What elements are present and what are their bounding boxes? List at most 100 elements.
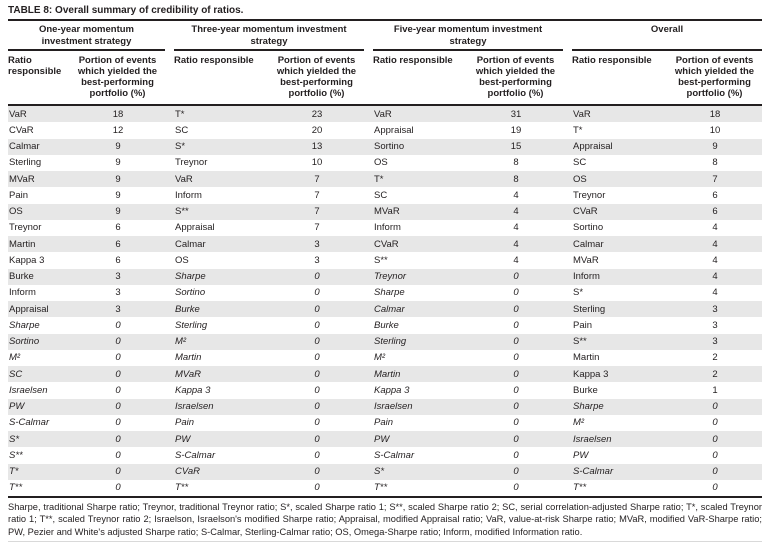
row-group-cell: Burke 0 [174,304,364,315]
row-group-cell: S** 0 [8,450,165,461]
ratio-name: VaR [374,108,392,120]
ratio-name: CVaR [573,206,598,218]
ratio-name: Calmar [374,303,405,315]
portion-value: 0 [115,368,121,380]
row-group-cell: CVaR 12 [8,125,165,136]
table-row: Treynor 6 Appraisal 7 Inform 4 Sortino 4 [8,220,762,236]
portion-value: 0 [513,352,519,364]
portion-value: 9 [115,173,121,185]
portion-value: 3 [712,303,718,315]
portion-column-header: Portion of events which yielded the best… [475,55,556,99]
ratio-name: T** [573,482,587,494]
portion-value: 3 [314,254,320,266]
table-row: Sortino 0 M² 0 Sterling 0 S** 3 [8,333,762,350]
row-group-cell: Martin 6 [8,239,165,250]
ratio-name: Sortino [374,141,405,153]
portion-value: 8 [513,157,519,169]
ratio-name: VaR [573,108,591,120]
ratio-name: T** [374,482,388,494]
row-group-cell: Israelsen 0 [373,401,563,412]
portion-value: 0 [314,319,320,331]
portion-value: 0 [513,319,519,331]
row-group-cell: OS 3 [174,255,364,266]
ratio-name: CVaR [374,238,399,250]
row-group-cell: M² 0 [373,352,563,363]
ratio-name: Sharpe [175,271,206,283]
ratio-name: Pain [573,319,593,331]
ratio-name: S* [374,466,385,478]
portion-value: 0 [314,401,320,413]
portion-value: 10 [709,124,721,136]
ratio-name: Appraisal [573,141,613,153]
row-group-cell: S* 13 [174,141,364,152]
row-group-cell: Calmar 0 [373,304,563,315]
portion-value: 0 [115,466,121,478]
ratio-name: T* [9,466,19,478]
row-group-cell: Inform 4 [373,222,563,233]
portion-value: 0 [712,417,718,429]
portion-value: 0 [513,433,519,445]
row-group-cell: Sharpe 0 [572,401,762,412]
row-group-cell: Martin 2 [572,352,762,363]
portion-value: 0 [712,433,718,445]
ratio-name: S* [573,287,584,299]
ratio-name: Kappa 3 [9,254,45,266]
ratio-name: Treynor [374,271,407,283]
row-group-cell: Sterling 0 [174,320,364,331]
ratio-name: VaR [9,108,27,120]
ratio-name: Martin [9,238,36,250]
table-row: Sterling 9 Treynor 10 OS 8 SC 8 [8,155,762,171]
row-group-cell: T** 0 [572,482,762,493]
portion-value: 3 [115,287,121,299]
portion-value: 20 [311,124,323,136]
portion-value: 6 [712,189,718,201]
portion-value: 0 [314,368,320,380]
portion-value: 8 [712,157,718,169]
row-group-cell: Israelsen 0 [572,434,762,445]
row-group-cell: M² 0 [8,352,165,363]
row-group-cell: Sharpe 0 [8,320,165,331]
ratio-name: Treynor [175,157,208,169]
ratio-name: T** [9,482,23,494]
ratio-name: Martin [573,352,600,364]
row-group-cell: Inform 7 [174,190,364,201]
row-group-cell: Kappa 3 6 [8,255,165,266]
portion-value: 18 [112,108,124,120]
row-group-cell: S* 0 [8,434,165,445]
portion-value: 0 [115,319,121,331]
ratio-name: SC [9,368,23,380]
ratio-name: CVaR [175,466,200,478]
ratio-name: Kappa 3 [573,368,609,380]
row-group-cell: PW 0 [174,434,364,445]
row-group-cell: CVaR 0 [174,466,364,477]
portion-value: 9 [115,141,121,153]
row-group-cell: S-Calmar 0 [373,450,563,461]
table-row: PW 0 Israelsen 0 Israelsen 0 Sharpe 0 [8,398,762,415]
portion-value: 0 [115,482,121,494]
row-group-cell: VaR 31 [373,109,563,120]
portion-value: 4 [712,287,718,299]
table-title: TABLE 8: Overall summary of credibility … [8,5,244,16]
ratio-name: Kappa 3 [175,384,211,396]
portion-value: 0 [712,482,718,494]
ratio-name: OS [374,157,388,169]
table-row: Pain 9 Inform 7 SC 4 Treynor 6 [8,187,762,203]
group-header-cell: Five-year momentum investment strategy [373,23,563,51]
group-headers-row: One-year momentum investment strategy Thr… [8,23,762,51]
table-row: Martin 6 Calmar 3 CVaR 4 Calmar 4 [8,236,762,253]
portion-value: 2 [712,368,718,380]
portion-value: 0 [314,352,320,364]
row-group-cell: MVaR 9 [8,174,165,185]
ratio-name: Burke [374,319,399,331]
row-group-cell: Burke 3 [8,271,165,282]
row-group-cell: VaR 18 [8,109,165,120]
ratio-name: T* [374,173,384,185]
row-group-cell: OS 7 [572,174,762,185]
ratio-name: Pain [175,417,195,429]
ratio-name: SC [175,124,189,136]
portion-value: 3 [712,336,718,348]
portion-value: 9 [712,141,718,153]
ratio-name: Sharpe [573,401,604,413]
table-row: SC 0 MVaR 0 Martin 0 Kappa 3 2 [8,366,762,383]
ratio-name: MVaR [374,206,400,218]
